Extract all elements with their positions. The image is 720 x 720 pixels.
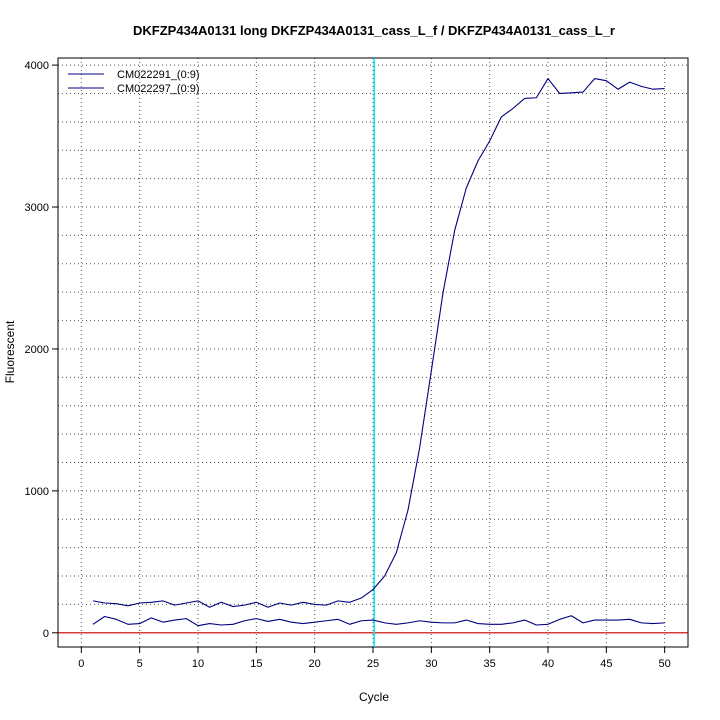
chart-title: DKFZP434A0131 long DKFZP434A0131_cass_L_… — [133, 23, 615, 38]
axes: 0 5 10 15 20 25 30 35 40 45 50 0 1000 2000 3000 4000 — [25, 57, 689, 670]
x-tick-label: 15 — [250, 658, 262, 670]
legend-label-1: CM022291_(0:9) — [117, 69, 200, 81]
x-tick-label: 40 — [542, 658, 554, 670]
x-tick-label: 50 — [659, 658, 671, 670]
x-tick-label: 45 — [600, 658, 612, 670]
y-tick-label: 3000 — [25, 202, 49, 214]
y-axis-label: Fluorescent — [3, 320, 17, 383]
y-tick-label: 4000 — [25, 60, 49, 72]
x-axis-label: Cycle — [359, 690, 389, 704]
x-tick-label: 30 — [425, 658, 437, 670]
y-tick-label: 2000 — [25, 344, 49, 356]
x-tick-label: 35 — [484, 658, 496, 670]
x-tick-label: 25 — [367, 658, 379, 670]
x-tick-label: 5 — [137, 658, 143, 670]
y-tick-label: 0 — [43, 628, 49, 640]
legend: CM022291_(0:9) CM022297_(0:9) — [68, 69, 200, 95]
series-line-2 — [92, 615, 665, 627]
gridlines — [58, 58, 688, 647]
x-tick-label: 20 — [309, 658, 321, 670]
legend-label-2: CM022297_(0:9) — [117, 83, 200, 95]
series-layer — [58, 58, 688, 647]
x-tick-label: 10 — [192, 658, 204, 670]
y-tick-label: 1000 — [25, 486, 49, 498]
x-tick-label: 0 — [78, 658, 84, 670]
series-line-1 — [92, 78, 665, 608]
